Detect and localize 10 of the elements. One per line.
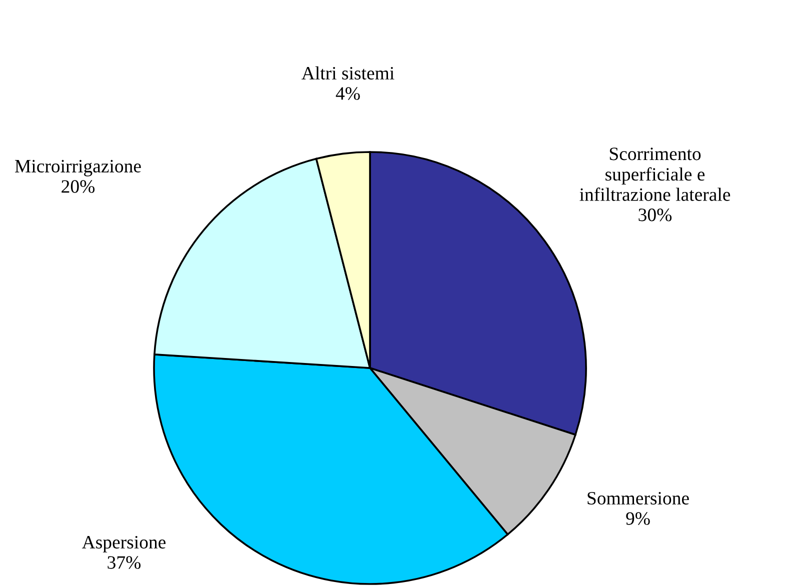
slice-label: Aspersione	[82, 536, 166, 552]
data-label: 30%	[638, 208, 672, 222]
data-label: 20%	[62, 180, 95, 193]
slice-label: Sommersione	[588, 492, 689, 505]
slice-label: Altri sistemi	[302, 66, 394, 80]
data-label: 4%	[336, 87, 360, 100]
data-label: 9%	[626, 512, 650, 525]
data-label: 37%	[108, 556, 141, 569]
slice-label: Microirrigazione	[15, 160, 141, 176]
slice-label: Scorrimento superficiale e infiltrazione laterale	[580, 148, 730, 201]
